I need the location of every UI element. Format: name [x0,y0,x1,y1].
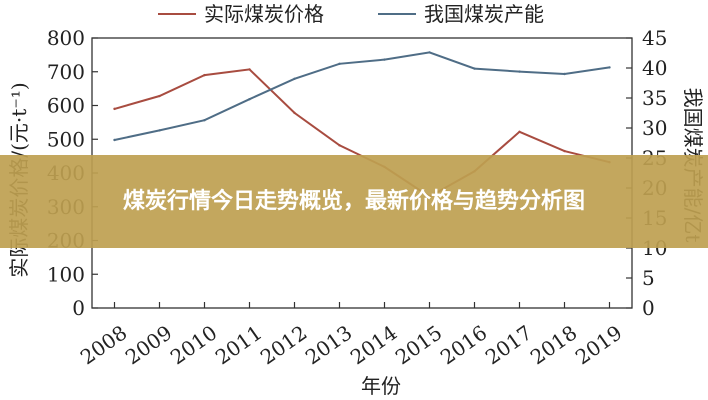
series-1-point [428,51,431,54]
x-tick-label: 2009 [121,320,176,369]
series-0-point [158,94,161,98]
series-1-point [518,70,521,73]
y-left-tick-label: 500 [47,127,85,151]
series-1-point [473,67,476,70]
y-right-tick-label: 0 [642,296,655,320]
x-tick-label: 2012 [256,320,311,369]
series-0-point [518,130,521,134]
series-1-point [293,77,296,81]
x-axis-title: 年份 [361,374,401,398]
x-tick-label: 2008 [76,320,131,369]
series-0-point [293,111,296,115]
series-1-point [203,119,206,122]
y-right-tick-label: 30 [642,116,667,140]
y-left-tick-label: 700 [47,60,85,84]
y-left-tick-label: 600 [47,94,85,118]
series-1-point [383,58,386,61]
series-0-point [203,73,206,77]
series-1-point [113,138,116,142]
x-tick-label: 2013 [301,320,356,369]
legend: 实际煤炭价格 我国煤炭产能 [158,2,544,26]
x-tick-label: 2011 [211,320,266,369]
y-right-tick-label: 45 [642,26,667,50]
y-right-tick-label: 35 [642,86,667,110]
title-banner: 煤炭行情今日走势概览，最新价格与趋势分析图 [0,155,708,248]
y-left-tick-label: 0 [72,296,85,320]
y-right-tick-label: 40 [642,56,667,80]
banner-title: 煤炭行情今日走势概览，最新价格与趋势分析图 [122,188,585,214]
series-1-point [608,66,611,69]
x-tick-label: 2015 [391,320,446,369]
series-1-point [338,62,341,65]
x-tick-label: 2017 [481,320,536,369]
series-0-point [248,68,251,71]
x-tick-label: 2018 [526,320,581,369]
legend-label-1: 我国煤炭产能 [424,2,544,26]
x-tick-label: 2019 [571,320,626,369]
x-tick-label: 2010 [166,320,221,369]
y-left-tick-label: 800 [47,26,85,50]
series-1-point [158,129,161,132]
series-0-point [113,107,116,111]
legend-label-0: 实际煤炭价格 [204,2,324,26]
x-tick-label: 2016 [436,320,491,369]
y-right-tick-label: 5 [642,266,655,290]
y-left-tick-label: 100 [47,262,85,286]
series-0-point [563,149,566,153]
x-tick-label: 2014 [346,320,401,369]
series-1-point [248,98,251,101]
series-1-point [563,72,566,76]
series-line-1 [114,51,610,141]
series-0-point [338,144,341,147]
